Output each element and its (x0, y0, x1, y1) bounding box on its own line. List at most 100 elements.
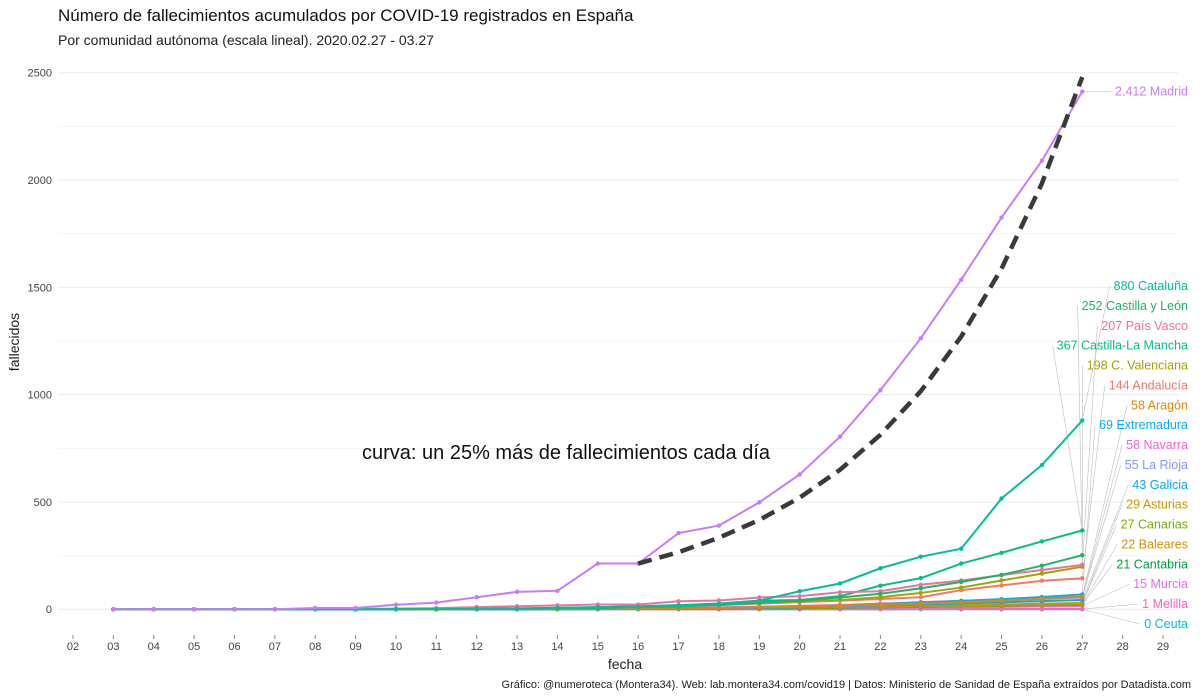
data-point (393, 602, 399, 607)
y-tick-label: 2000 (28, 175, 52, 187)
data-point (434, 606, 439, 612)
series-label: 1 Melilla (1142, 597, 1188, 611)
chart-caption: Gráfico: @numeroteca (Montera34). Web: l… (502, 679, 1191, 691)
x-tick-label: 04 (148, 641, 160, 653)
x-axis-ticks: 02 03 04 05 06 07 08 09 10 11 12 13 14 15 16 17 18 19 20 21… (67, 635, 1169, 653)
data-point (958, 546, 964, 551)
data-point (1039, 158, 1045, 163)
data-point (555, 588, 560, 593)
annotation-text: curva: un 25% más de fallecimientos cada… (362, 442, 771, 464)
label-connector (1081, 365, 1084, 567)
series-line (113, 91, 1084, 611)
data-point (434, 600, 439, 605)
data-point (837, 581, 843, 586)
data-point (1039, 567, 1045, 573)
series-label: 58 Aragón (1131, 398, 1188, 412)
series-label: 2.412 Madrid (1115, 85, 1188, 99)
series-label: 144 Andalucía (1109, 378, 1188, 392)
chart-title: Número de fallecimientos acumulados por … (58, 6, 634, 25)
data-point (353, 605, 358, 611)
y-axis-ticks: 0 500 1000 1500 2000 2500 (28, 68, 52, 617)
y-tick-label: 500 (34, 497, 52, 509)
series-labels: 2.412 Madrid 880 Cataluña 252 Castilla y L… (1057, 85, 1188, 631)
x-tick-label: 10 (390, 641, 402, 653)
data-point (474, 595, 479, 600)
data-point (716, 523, 722, 528)
label-connector (1077, 305, 1083, 556)
data-point (1039, 563, 1045, 568)
series-label: 58 Navarra (1126, 438, 1188, 452)
x-tick-label: 24 (955, 641, 967, 653)
x-tick-label: 07 (269, 641, 281, 653)
series-4 (111, 528, 1085, 612)
data-point (918, 554, 923, 559)
series-label: 252 Castilla y León (1082, 299, 1188, 313)
label-connector (1081, 444, 1123, 597)
data-point (232, 607, 237, 612)
label-connector (1082, 564, 1113, 605)
data-point (958, 561, 964, 566)
data-point (999, 578, 1004, 583)
x-tick-label: 20 (794, 641, 806, 653)
data-point (676, 604, 681, 609)
series-label: 367 Castilla-La Mancha (1057, 339, 1188, 353)
data-point (797, 593, 802, 599)
x-tick-label: 12 (471, 641, 483, 653)
data-point (918, 601, 923, 606)
data-point (1039, 539, 1045, 544)
data-point (958, 585, 964, 590)
data-point (757, 595, 762, 600)
data-point (111, 607, 116, 612)
series-label: 43 Galicia (1132, 478, 1188, 492)
data-point (635, 604, 641, 609)
chart-subtitle: Por comunidad autónoma (escala lineal). … (58, 32, 434, 48)
data-point (797, 472, 802, 477)
x-tick-label: 02 (67, 641, 79, 653)
data-point (918, 586, 923, 591)
data-point (878, 583, 883, 588)
series-0 (111, 89, 1085, 612)
data-point (595, 604, 601, 610)
y-axis-title: fallecidos (6, 313, 22, 371)
data-point (514, 606, 520, 611)
data-point (595, 561, 601, 566)
series-label: 198 C. Valenciana (1087, 359, 1188, 373)
x-tick-label: 09 (349, 641, 361, 653)
data-point (676, 599, 681, 604)
data-point (151, 607, 156, 612)
data-point (999, 572, 1004, 578)
data-point (514, 589, 520, 595)
x-tick-label: 26 (1036, 641, 1048, 653)
series-lines (111, 89, 1085, 612)
label-connector (1081, 524, 1117, 604)
x-tick-label: 19 (753, 641, 765, 653)
label-connector (1081, 484, 1129, 601)
label-connector (1082, 544, 1118, 605)
x-tick-label: 29 (1157, 641, 1169, 653)
data-point (1080, 576, 1085, 581)
data-point (1080, 562, 1085, 568)
data-point (313, 605, 318, 611)
data-point (878, 591, 883, 596)
data-point (757, 500, 762, 505)
data-point (878, 602, 883, 607)
x-tick-label: 22 (874, 641, 886, 653)
data-point (757, 598, 762, 603)
x-tick-label: 28 (1117, 641, 1129, 653)
data-point (999, 598, 1004, 603)
data-point (716, 601, 722, 607)
data-point (1039, 596, 1045, 601)
series-label: 27 Canarias (1121, 518, 1188, 532)
data-point (999, 550, 1004, 556)
reference-curve (637, 76, 1085, 566)
x-tick-label: 05 (188, 641, 200, 653)
data-point (1039, 571, 1045, 576)
data-point (1039, 462, 1045, 468)
series-label: 15 Murcia (1133, 577, 1188, 591)
data-point (797, 598, 802, 603)
data-point (272, 607, 278, 612)
label-connector (1082, 608, 1141, 625)
data-point (958, 579, 964, 585)
data-point (837, 603, 843, 608)
